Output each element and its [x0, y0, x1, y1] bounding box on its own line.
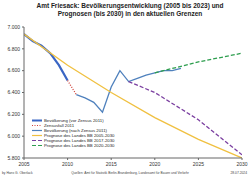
- svg-text:6.600: 6.600: [8, 67, 20, 73]
- html-text:Bevölkerung (vor Zensus 2011): Bevölkerung (vor Zensus 2011): [44, 118, 104, 123]
- html-text:Prognose des Landes BB 2005-20: Prognose des Landes BB 2005-2030: [44, 133, 115, 138]
- svg-text:6.000: 6.000: [8, 133, 20, 139]
- html-text:by Hans G. Oberlack: by Hans G. Oberlack: [2, 171, 33, 175]
- html-text:Prognose des Landes BB 2020-20: Prognose des Landes BB 2020-2030: [44, 143, 115, 148]
- svg-text:2010: 2010: [62, 161, 73, 167]
- html-text:Amt Friesack: Bevölkerungsentw: Amt Friesack: Bevölkerungsentwicklung (2…: [36, 2, 224, 17]
- svg-text:6.400: 6.400: [8, 89, 20, 95]
- svg-text:2005: 2005: [18, 161, 29, 167]
- html-text:Quellen: Amt für Statistik Ber: Quellen: Amt für Statistik Berlin-Brande…: [71, 171, 189, 175]
- svg-text:2025: 2025: [193, 161, 204, 167]
- svg-text:7.000: 7.000: [8, 24, 20, 30]
- svg-text:2020: 2020: [149, 161, 160, 167]
- html-text:Bevölkerung (nach Zensus 2011): Bevölkerung (nach Zensus 2011): [44, 128, 107, 133]
- html-text:28.07.2024: 28.07.2024: [230, 171, 247, 175]
- svg-text:6.800: 6.800: [8, 46, 20, 52]
- svg-text:2030: 2030: [236, 161, 242, 167]
- html-text:Zensusfall 2011: Zensusfall 2011: [44, 123, 74, 128]
- svg-text:2015: 2015: [106, 161, 117, 167]
- html-text:Prognose des Landes BB 2017-20: Prognose des Landes BB 2017-2030: [44, 138, 115, 143]
- svg-text:5.800: 5.800: [8, 155, 20, 161]
- svg-text:6.200: 6.200: [8, 111, 20, 117]
